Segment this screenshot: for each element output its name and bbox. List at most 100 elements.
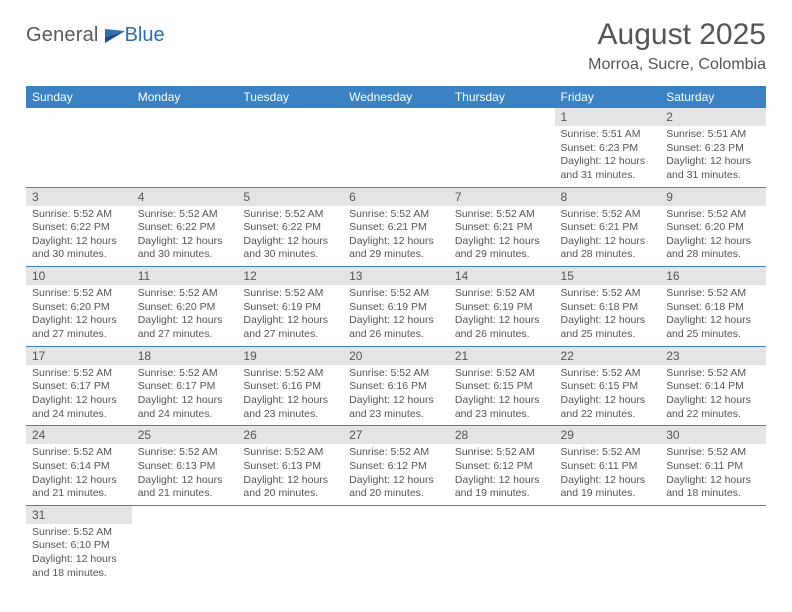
sunset-text: Sunset: 6:11 PM [666, 460, 760, 474]
day-header-row: Sunday Monday Tuesday Wednesday Thursday… [26, 86, 766, 108]
calendar-row: 24 Sunrise: 5:52 AM Sunset: 6:14 PM Dayligh… [26, 426, 766, 506]
daylight-text: Daylight: 12 hours and 25 minutes. [561, 314, 655, 341]
sunset-text: Sunset: 6:19 PM [455, 301, 549, 315]
sunrise-text: Sunrise: 5:52 AM [138, 208, 232, 222]
day-number: 6 [343, 188, 449, 206]
day-number: 3 [26, 188, 132, 206]
calendar-row: 3Sunrise: 5:52 AMSunset: 6:22 PMDaylight… [26, 187, 766, 267]
calendar-cell: 13Sunrise: 5:52 AMSunset: 6:19 PMDayligh… [343, 267, 449, 347]
daylight-text: Daylight: 12 hours and 19 minutes. [455, 474, 549, 501]
sunrise-text: Sunrise: 5:52 AM [666, 208, 760, 222]
day-number: 24 [26, 426, 132, 444]
sunset-text: Sunset: 6:15 PM [561, 380, 655, 394]
calendar-cell: 25Sunrise: 5:52 AMSunset: 6:13 PMDayligh… [132, 426, 238, 506]
calendar-cell: 1Sunrise: 5:51 AMSunset: 6:23 PMDaylight… [555, 108, 661, 187]
calendar-cell: 15Sunrise: 5:52 AMSunset: 6:18 PMDayligh… [555, 267, 661, 347]
calendar-cell: 29Sunrise: 5:52 AMSunset: 6:11 PMDayligh… [555, 426, 661, 506]
logo: General Blue [26, 18, 165, 47]
day-number: 29 [555, 426, 661, 444]
day-details: Sunrise: 5:52 AMSunset: 6:13 PMDaylight:… [132, 444, 238, 505]
day-number: 5 [237, 188, 343, 206]
sunrise-text: Sunrise: 5:52 AM [349, 367, 443, 381]
sunrise-text: Sunrise: 5:52 AM [243, 208, 337, 222]
daylight-text: Daylight: 12 hours and 22 minutes. [561, 394, 655, 421]
calendar-cell [555, 505, 661, 584]
day-number: 17 [26, 347, 132, 365]
calendar-cell: 11Sunrise: 5:52 AMSunset: 6:20 PMDayligh… [132, 267, 238, 347]
flag-icon [103, 27, 125, 45]
sunrise-text: Sunrise: 5:52 AM [32, 208, 126, 222]
sunrise-text: Sunrise: 5:52 AM [349, 208, 443, 222]
day-number: 26 [237, 426, 343, 444]
calendar-cell: 3Sunrise: 5:52 AMSunset: 6:22 PMDaylight… [26, 187, 132, 267]
calendar-cell: 31Sunrise: 5:52 AMSunset: 6:10 PMDayligh… [26, 505, 132, 584]
day-details: Sunrise: 5:52 AMSunset: 6:20 PMDaylight:… [660, 206, 766, 267]
sunset-text: Sunset: 6:13 PM [243, 460, 337, 474]
sunrise-text: Sunrise: 5:52 AM [455, 446, 549, 460]
day-number: 16 [660, 267, 766, 285]
sunset-text: Sunset: 6:13 PM [138, 460, 232, 474]
day-details: Sunrise: 5:52 AMSunset: 6:16 PMDaylight:… [343, 365, 449, 426]
sunset-text: Sunset: 6:18 PM [561, 301, 655, 315]
daylight-text: Daylight: 12 hours and 18 minutes. [32, 553, 126, 580]
sunset-text: Sunset: 6:22 PM [32, 221, 126, 235]
calendar-cell: 6Sunrise: 5:52 AMSunset: 6:21 PMDaylight… [343, 187, 449, 267]
sunset-text: Sunset: 6:17 PM [32, 380, 126, 394]
calendar-cell: 20Sunrise: 5:52 AMSunset: 6:16 PMDayligh… [343, 346, 449, 426]
month-title: August 2025 [588, 18, 766, 52]
sunrise-text: Sunrise: 5:52 AM [455, 367, 549, 381]
sunrise-text: Sunrise: 5:52 AM [32, 287, 126, 301]
sunset-text: Sunset: 6:21 PM [455, 221, 549, 235]
daylight-text: Daylight: 12 hours and 24 minutes. [32, 394, 126, 421]
logo-text-general: General [26, 24, 99, 47]
logo-text-blue: Blue [125, 24, 165, 47]
sunset-text: Sunset: 6:16 PM [243, 380, 337, 394]
calendar-page: General Blue August 2025 Morroa, Sucre, … [0, 0, 792, 594]
day-number: 22 [555, 347, 661, 365]
sunset-text: Sunset: 6:22 PM [243, 221, 337, 235]
sunset-text: Sunset: 6:15 PM [455, 380, 549, 394]
calendar-row: 1Sunrise: 5:51 AMSunset: 6:23 PMDaylight… [26, 108, 766, 187]
calendar-cell: 14Sunrise: 5:52 AMSunset: 6:19 PMDayligh… [449, 267, 555, 347]
daylight-text: Daylight: 12 hours and 31 minutes. [561, 155, 655, 182]
sunset-text: Sunset: 6:19 PM [243, 301, 337, 315]
daylight-text: Daylight: 12 hours and 27 minutes. [138, 314, 232, 341]
day-details: Sunrise: 5:52 AMSunset: 6:20 PMDaylight:… [26, 285, 132, 346]
daylight-text: Daylight: 12 hours and 26 minutes. [455, 314, 549, 341]
daylight-text: Daylight: 12 hours and 19 minutes. [561, 474, 655, 501]
daylight-text: Daylight: 12 hours and 24 minutes. [138, 394, 232, 421]
sunrise-text: Sunrise: 5:52 AM [561, 367, 655, 381]
calendar-row: 31Sunrise: 5:52 AMSunset: 6:10 PMDayligh… [26, 505, 766, 584]
sunrise-text: Sunrise: 5:52 AM [138, 367, 232, 381]
sunrise-text: Sunrise: 5:52 AM [561, 208, 655, 222]
day-header: Thursday [449, 86, 555, 108]
day-details: Sunrise: 5:51 AMSunset: 6:23 PMDaylight:… [555, 126, 661, 187]
day-details: Sunrise: 5:52 AMSunset: 6:14 PMDaylight:… [660, 365, 766, 426]
sunrise-text: Sunrise: 5:52 AM [32, 367, 126, 381]
sunset-text: Sunset: 6:14 PM [666, 380, 760, 394]
sunset-text: Sunset: 6:21 PM [349, 221, 443, 235]
calendar-cell: 21Sunrise: 5:52 AMSunset: 6:15 PMDayligh… [449, 346, 555, 426]
sunrise-text: Sunrise: 5:52 AM [138, 287, 232, 301]
sunrise-text: Sunrise: 5:52 AM [349, 287, 443, 301]
sunset-text: Sunset: 6:22 PM [138, 221, 232, 235]
daylight-text: Daylight: 12 hours and 22 minutes. [666, 394, 760, 421]
calendar-cell [132, 505, 238, 584]
sunset-text: Sunset: 6:23 PM [561, 142, 655, 156]
calendar-row: 10Sunrise: 5:52 AMSunset: 6:20 PMDayligh… [26, 267, 766, 347]
day-details: Sunrise: 5:52 AMSunset: 6:11 PMDaylight:… [660, 444, 766, 505]
day-header: Friday [555, 86, 661, 108]
day-details: Sunrise: 5:52 AMSunset: 6:22 PMDaylight:… [26, 206, 132, 267]
calendar-cell: 9Sunrise: 5:52 AMSunset: 6:20 PMDaylight… [660, 187, 766, 267]
calendar-body: 1Sunrise: 5:51 AMSunset: 6:23 PMDaylight… [26, 108, 766, 584]
sunrise-text: Sunrise: 5:52 AM [455, 208, 549, 222]
sunset-text: Sunset: 6:20 PM [32, 301, 126, 315]
sunset-text: Sunset: 6:16 PM [349, 380, 443, 394]
day-number: 18 [132, 347, 238, 365]
sunset-text: Sunset: 6:20 PM [666, 221, 760, 235]
sunrise-text: Sunrise: 5:51 AM [561, 128, 655, 142]
sunset-text: Sunset: 6:14 PM [32, 460, 126, 474]
calendar-cell: 18Sunrise: 5:52 AMSunset: 6:17 PMDayligh… [132, 346, 238, 426]
day-number: 30 [660, 426, 766, 444]
day-details: Sunrise: 5:52 AMSunset: 6:22 PMDaylight:… [237, 206, 343, 267]
